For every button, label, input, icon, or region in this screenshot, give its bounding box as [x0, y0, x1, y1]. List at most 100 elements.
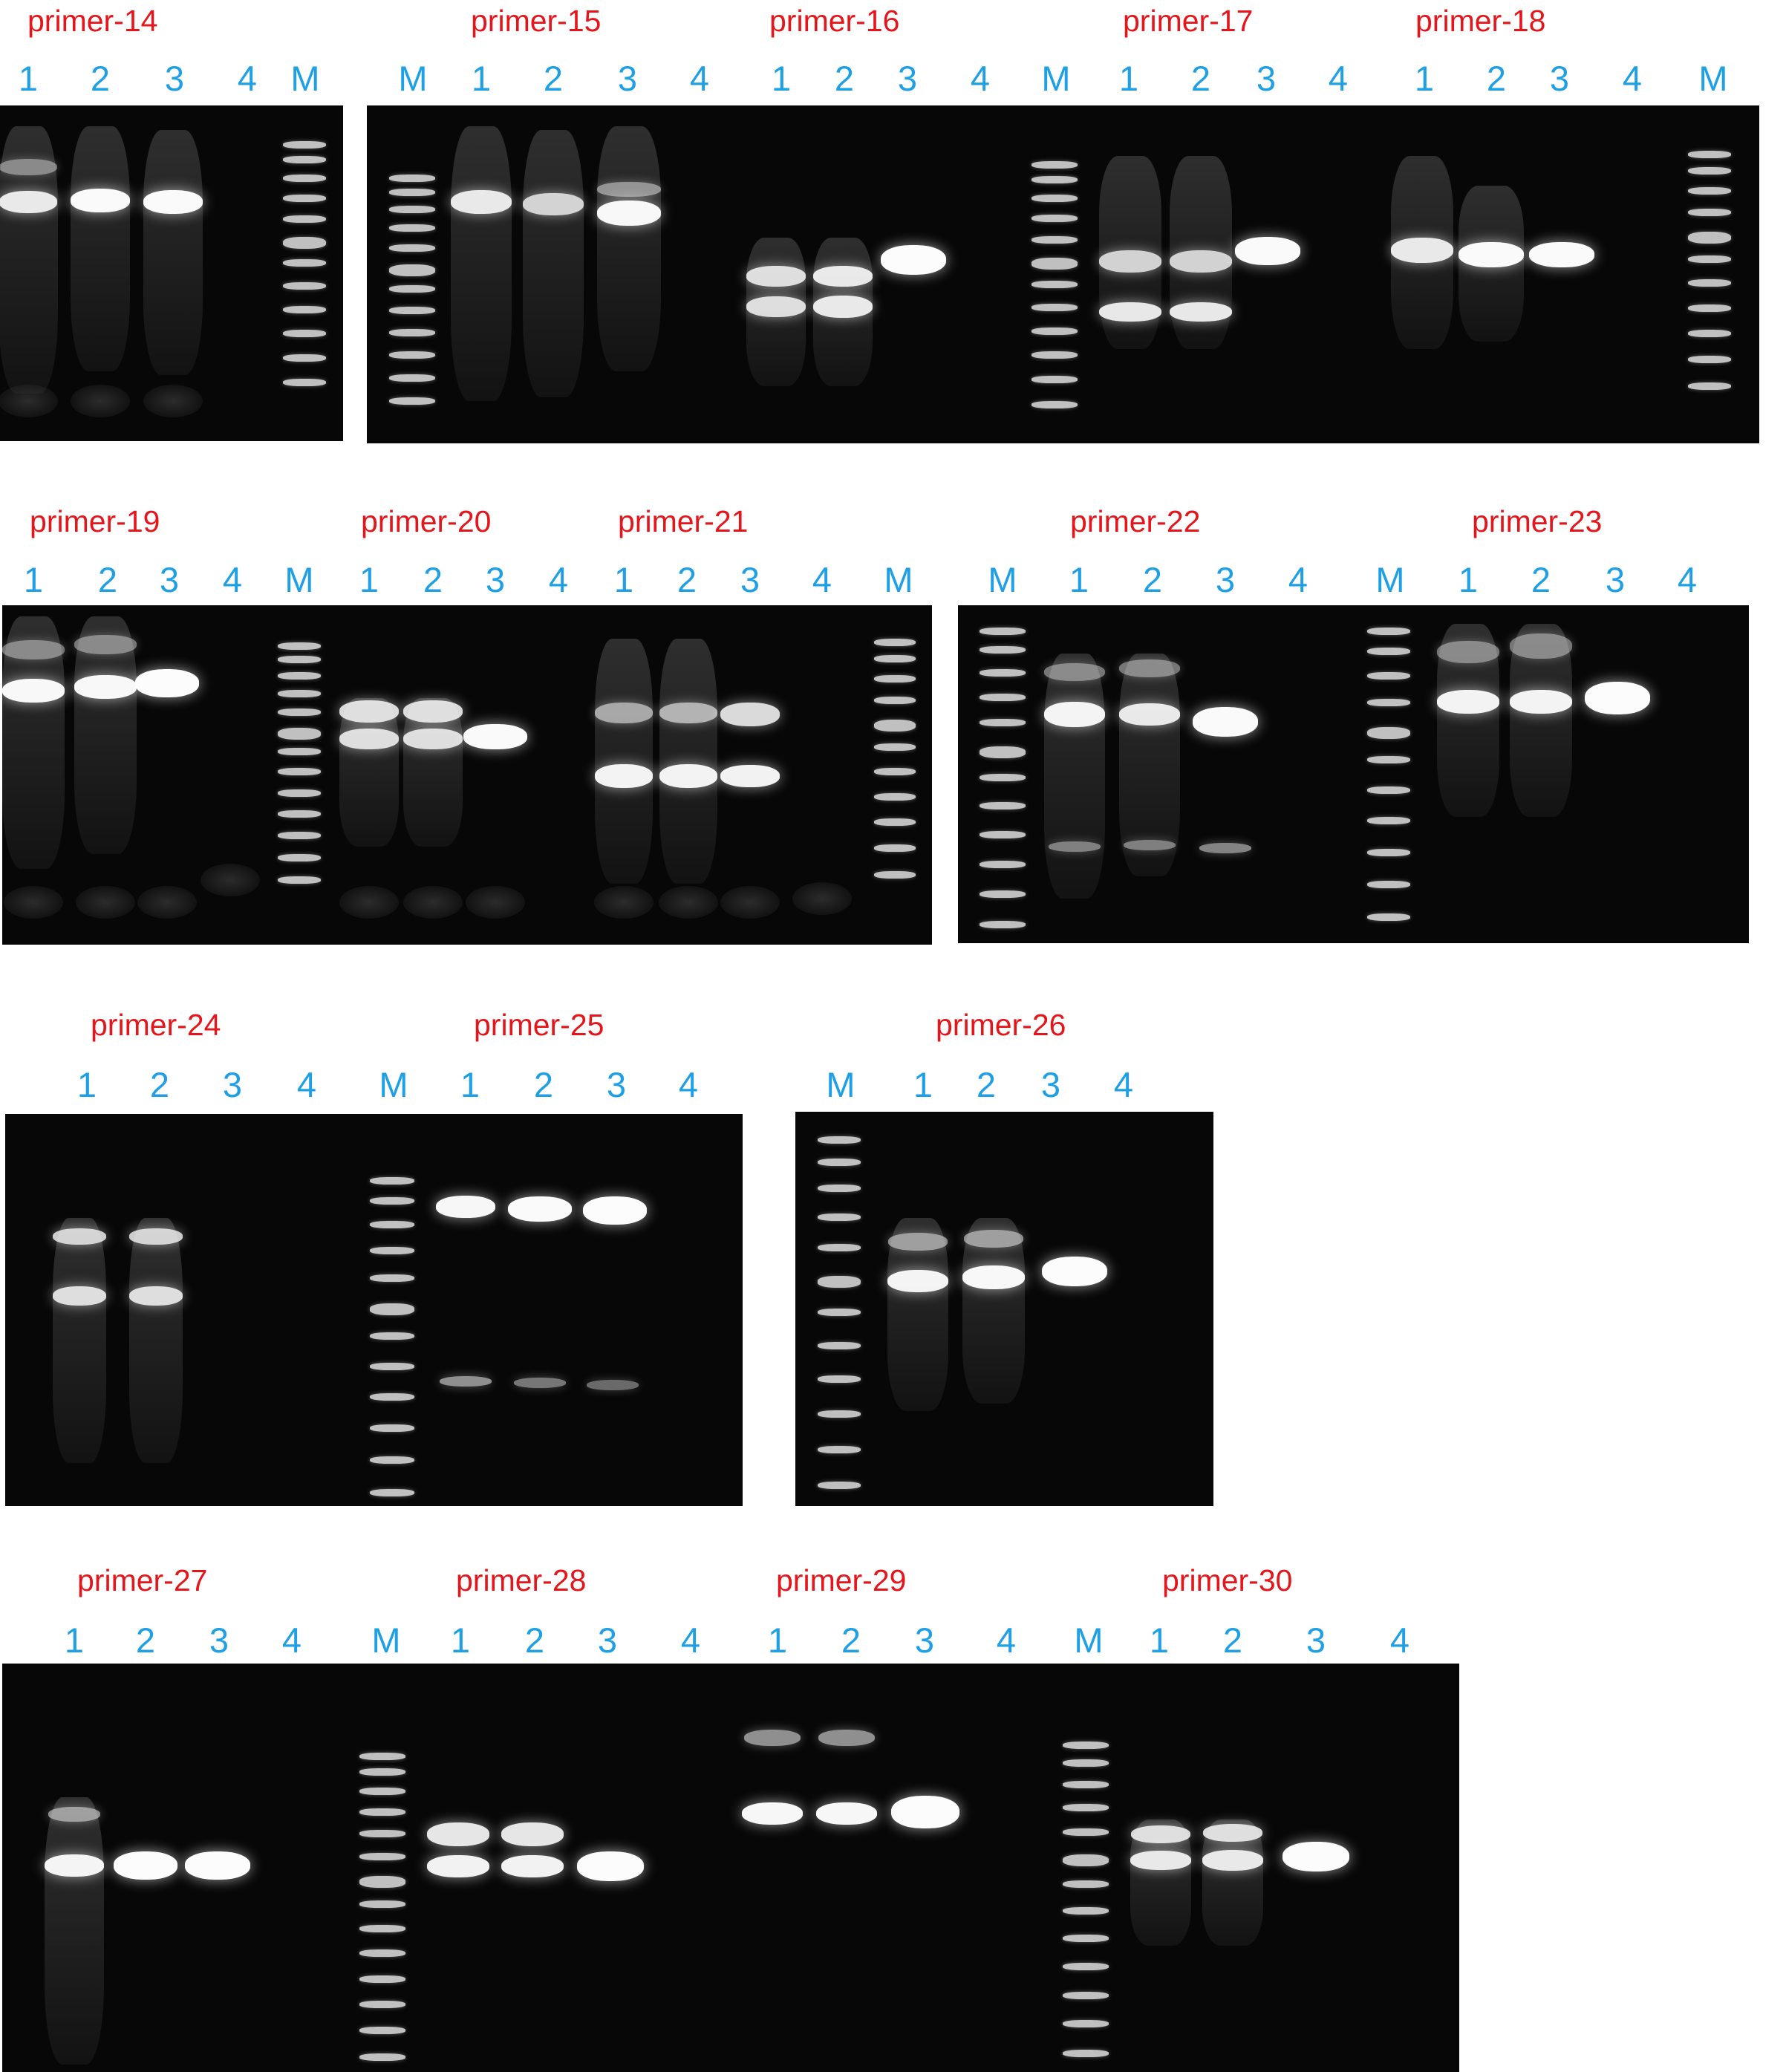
lane-label-2: 2	[976, 1065, 997, 1104]
lane-label-4: 4	[1288, 560, 1308, 599]
marker-lane-label: M	[884, 560, 913, 599]
lane-label-3: 3	[159, 560, 180, 599]
lane-label-3: 3	[617, 59, 638, 98]
lane-label-1: 1	[460, 1065, 480, 1104]
marker-lane-label: M	[371, 1620, 401, 1660]
lane-label-1: 1	[1149, 1620, 1170, 1660]
lane-label-4: 4	[678, 1065, 699, 1104]
lane-label-3: 3	[1040, 1065, 1061, 1104]
lane-label-2: 2	[533, 1065, 554, 1104]
lane-label-4: 4	[812, 560, 832, 599]
lane-label-4: 4	[222, 560, 243, 599]
lane-label-3: 3	[485, 560, 506, 599]
lane-label-3: 3	[1256, 59, 1277, 98]
gel-title-p18: primer-18	[1415, 4, 1546, 38]
lane-label-1: 1	[913, 1065, 933, 1104]
gel-title-p15: primer-15	[471, 4, 602, 38]
lane-label-3: 3	[222, 1065, 243, 1104]
lane-label-1: 1	[471, 59, 492, 98]
marker-lane-label: M	[1041, 59, 1071, 98]
gel-image	[2, 605, 932, 945]
lane-label-2: 2	[90, 59, 111, 98]
marker-lane-label: M	[398, 59, 428, 98]
gel-title-p29: primer-29	[776, 1563, 907, 1597]
lane-label-1: 1	[1414, 59, 1435, 98]
gel-image	[958, 605, 1749, 943]
gel-title-p27: primer-27	[77, 1563, 208, 1597]
lane-label-4: 4	[1389, 1620, 1410, 1660]
lane-label-4: 4	[548, 560, 569, 599]
lane-label-3: 3	[1605, 560, 1626, 599]
gel-image	[5, 1114, 743, 1506]
lane-label-2: 2	[1486, 59, 1507, 98]
gel-title-p20: primer-20	[361, 504, 492, 538]
lane-label-3: 3	[914, 1620, 935, 1660]
gel-image	[795, 1112, 1213, 1506]
gel-title-p26: primer-26	[936, 1008, 1066, 1042]
lane-label-4: 4	[680, 1620, 701, 1660]
lane-label-2: 2	[834, 59, 855, 98]
lane-label-4: 4	[970, 59, 991, 98]
lane-label-1: 1	[359, 560, 379, 599]
gel-title-p19: primer-19	[30, 504, 160, 538]
gel-title-p22: primer-22	[1070, 504, 1201, 538]
gel-title-p23: primer-23	[1472, 504, 1603, 538]
lane-label-3: 3	[606, 1065, 627, 1104]
lane-label-2: 2	[677, 560, 697, 599]
lane-label-3: 3	[1549, 59, 1570, 98]
lane-label-4: 4	[689, 59, 710, 98]
lane-label-3: 3	[897, 59, 918, 98]
lane-label-2: 2	[1531, 560, 1551, 599]
lane-label-4: 4	[996, 1620, 1017, 1660]
lane-label-1: 1	[767, 1620, 788, 1660]
gel-title-p25: primer-25	[474, 1008, 604, 1042]
gel-image	[0, 105, 343, 441]
lane-label-1: 1	[1118, 59, 1139, 98]
gel-title-p21: primer-21	[618, 504, 749, 538]
marker-lane-label: M	[284, 560, 314, 599]
lane-label-2: 2	[149, 1065, 170, 1104]
gel-image	[2, 1664, 1459, 2072]
lane-label-2: 2	[543, 59, 564, 98]
lane-label-3: 3	[597, 1620, 618, 1660]
lane-label-4: 4	[1113, 1065, 1134, 1104]
lane-label-4: 4	[1328, 59, 1349, 98]
lane-label-3: 3	[164, 59, 185, 98]
lane-label-4: 4	[1622, 59, 1643, 98]
lane-label-2: 2	[841, 1620, 861, 1660]
gel-title-p24: primer-24	[91, 1008, 221, 1042]
lane-label-3: 3	[1215, 560, 1236, 599]
lane-label-1: 1	[18, 59, 39, 98]
marker-lane-label: M	[1375, 560, 1405, 599]
lane-label-3: 3	[1306, 1620, 1326, 1660]
gel-title-p17: primer-17	[1123, 4, 1254, 38]
marker-lane-label: M	[1074, 1620, 1104, 1660]
marker-lane-label: M	[1698, 59, 1728, 98]
marker-lane-label: M	[379, 1065, 408, 1104]
gel-title-p14: primer-14	[27, 4, 158, 38]
lane-label-1: 1	[76, 1065, 97, 1104]
lane-label-4: 4	[1677, 560, 1698, 599]
lane-label-1: 1	[1458, 560, 1479, 599]
lane-label-1: 1	[771, 59, 792, 98]
marker-lane-label: M	[988, 560, 1017, 599]
lane-label-2: 2	[524, 1620, 545, 1660]
gel-image	[367, 105, 1759, 443]
lane-label-3: 3	[740, 560, 760, 599]
marker-lane-label: M	[290, 59, 320, 98]
lane-label-1: 1	[23, 560, 44, 599]
lane-label-2: 2	[1222, 1620, 1243, 1660]
gel-title-p30: primer-30	[1162, 1563, 1293, 1597]
lane-label-1: 1	[64, 1620, 85, 1660]
lane-label-2: 2	[97, 560, 118, 599]
lane-label-2: 2	[423, 560, 443, 599]
lane-label-2: 2	[1190, 59, 1211, 98]
lane-label-4: 4	[237, 59, 258, 98]
lane-label-4: 4	[281, 1620, 302, 1660]
lane-label-1: 1	[450, 1620, 471, 1660]
lane-label-3: 3	[209, 1620, 229, 1660]
lane-label-2: 2	[135, 1620, 156, 1660]
lane-label-2: 2	[1142, 560, 1163, 599]
lane-label-1: 1	[1069, 560, 1089, 599]
gel-title-p16: primer-16	[769, 4, 900, 38]
